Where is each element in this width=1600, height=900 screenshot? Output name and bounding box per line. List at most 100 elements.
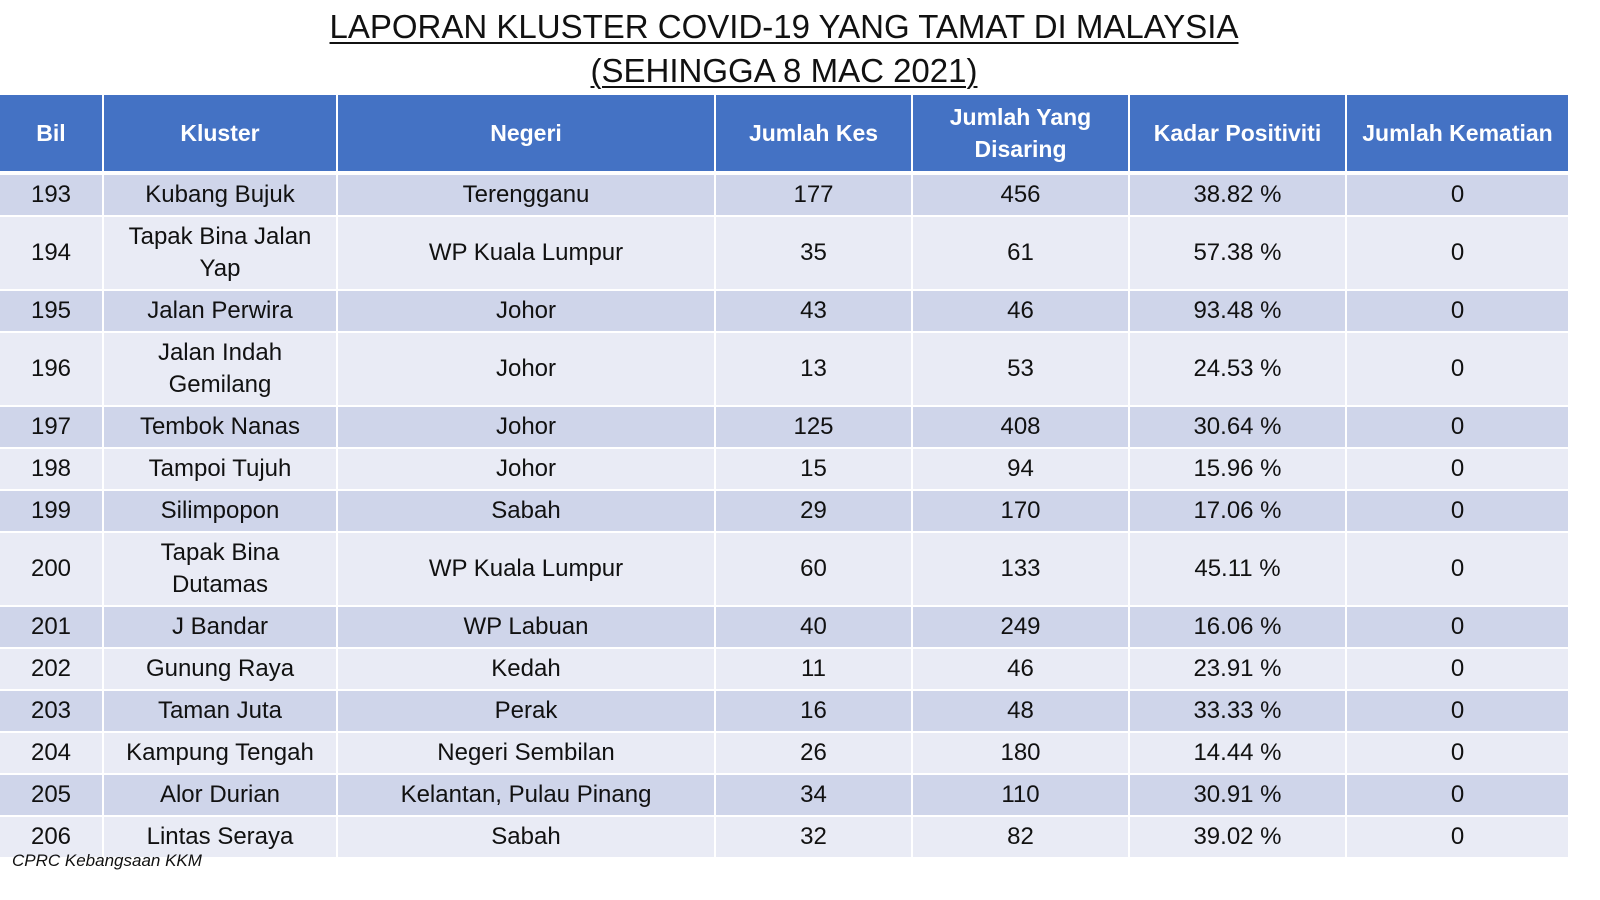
cell-bil: 193 [0,173,104,217]
cell-positiviti: 93.48 % [1129,290,1347,333]
table-row: 203 Taman Juta Perak 16 48 33.33 % 0 [0,690,1568,733]
page-title: LAPORAN KLUSTER COVID-19 YANG TAMAT DI M… [329,8,1239,45]
cell-positiviti: 39.02 % [1129,816,1347,859]
cell-kluster: Tampoi Tujuh [103,448,338,491]
cell-kematian: 0 [1346,448,1568,491]
header-negeri: Negeri [337,95,716,175]
cell-positiviti: 33.33 % [1129,690,1347,733]
cell-negeri: Sabah [337,816,716,859]
cell-disaring: 408 [912,406,1130,449]
cell-kematian: 0 [1346,290,1568,333]
table-row: 198 Tampoi Tujuh Johor 15 94 15.96 % 0 [0,448,1568,491]
cell-kematian: 0 [1346,606,1568,649]
cell-bil: 197 [0,406,104,449]
cell-disaring: 110 [912,774,1130,817]
cell-negeri: Kedah [337,648,716,691]
cell-kluster: Tapak Bina Jalan Yap [103,216,338,291]
cell-kematian: 0 [1346,332,1568,407]
table-row: 199 Silimpopon Sabah 29 170 17.06 % 0 [0,490,1568,533]
cell-kematian: 0 [1346,774,1568,817]
header-jumlah-kematian: Jumlah Kematian [1346,95,1568,175]
cell-negeri: Johor [337,406,716,449]
cell-bil: 195 [0,290,104,333]
cell-kematian: 0 [1346,490,1568,533]
table-row: 206 Lintas Seraya Sabah 32 82 39.02 % 0 [0,816,1568,859]
cell-kematian: 0 [1346,690,1568,733]
cell-disaring: 46 [912,290,1130,333]
cell-kluster: Tapak Bina Dutamas [103,532,338,607]
cell-kes: 11 [715,648,913,691]
cell-kes: 125 [715,406,913,449]
cell-disaring: 61 [912,216,1130,291]
cell-kematian: 0 [1346,732,1568,775]
cell-bil: 202 [0,648,104,691]
cell-disaring: 53 [912,332,1130,407]
header-kadar-positiviti: Kadar Positiviti [1129,95,1347,175]
table-row: 194 Tapak Bina Jalan Yap WP Kuala Lumpur 35… [0,216,1568,291]
cell-kes: 35 [715,216,913,291]
table-row: 193 Kubang Bujuk Terengganu 177 456 38.82 % 0 [0,173,1568,217]
table-row: 197 Tembok Nanas Johor 125 408 30.64 % 0 [0,406,1568,449]
cell-bil: 206 [0,816,104,859]
cell-disaring: 46 [912,648,1130,691]
table-header-row: Bil Kluster Negeri Jumlah Kes Jumlah Yan… [0,95,1568,175]
table-row: 201 J Bandar WP Labuan 40 249 16.06 % 0 [0,606,1568,649]
cell-positiviti: 45.11 % [1129,532,1347,607]
cell-negeri: Johor [337,448,716,491]
cell-disaring: 133 [912,532,1130,607]
cell-kluster: Gunung Raya [103,648,338,691]
cell-negeri: Johor [337,290,716,333]
clusters-table: Bil Kluster Negeri Jumlah Kes Jumlah Yan… [0,95,1568,859]
source-footer: CPRC Kebangsaan KKM [12,851,202,870]
table-row: 200 Tapak Bina Dutamas WP Kuala Lumpur 60 13… [0,532,1568,607]
cell-bil: 203 [0,690,104,733]
header-jumlah-kes: Jumlah Kes [715,95,913,175]
cell-positiviti: 16.06 % [1129,606,1347,649]
cell-kematian: 0 [1346,532,1568,607]
cell-kes: 32 [715,816,913,859]
cell-bil: 198 [0,448,104,491]
cell-kes: 177 [715,173,913,217]
cell-positiviti: 17.06 % [1129,490,1347,533]
cell-kluster: J Bandar [103,606,338,649]
cell-positiviti: 57.38 % [1129,216,1347,291]
cell-kluster: Kubang Bujuk [103,173,338,217]
cell-kes: 15 [715,448,913,491]
header-jumlah-disaring: Jumlah Yang Disaring [912,95,1130,175]
cell-kes: 43 [715,290,913,333]
cell-negeri: Terengganu [337,173,716,217]
cell-negeri: WP Labuan [337,606,716,649]
cell-negeri: Negeri Sembilan [337,732,716,775]
page-subtitle: (SEHINGGA 8 MAC 2021) [590,52,978,89]
cell-kematian: 0 [1346,648,1568,691]
cell-disaring: 456 [912,173,1130,217]
cell-kes: 13 [715,332,913,407]
table-row: 202 Gunung Raya Kedah 11 46 23.91 % 0 [0,648,1568,691]
cell-positiviti: 30.64 % [1129,406,1347,449]
cell-disaring: 170 [912,490,1130,533]
cell-kematian: 0 [1346,816,1568,859]
cell-bil: 204 [0,732,104,775]
cell-bil: 194 [0,216,104,291]
cell-negeri: Sabah [337,490,716,533]
cell-kes: 16 [715,690,913,733]
table-row: 196 Jalan Indah Gemilang Johor 13 53 24.53 % 0 [0,332,1568,407]
cell-positiviti: 15.96 % [1129,448,1347,491]
cell-kes: 40 [715,606,913,649]
header-kluster: Kluster [103,95,338,175]
cell-kematian: 0 [1346,406,1568,449]
cell-negeri: Kelantan, Pulau Pinang [337,774,716,817]
cell-positiviti: 23.91 % [1129,648,1347,691]
cell-disaring: 180 [912,732,1130,775]
cell-disaring: 249 [912,606,1130,649]
header-bil: Bil [0,95,104,175]
cell-negeri: WP Kuala Lumpur [337,216,716,291]
cell-positiviti: 38.82 % [1129,173,1347,217]
cell-kes: 29 [715,490,913,533]
cell-disaring: 94 [912,448,1130,491]
cell-kluster: Kampung Tengah [103,732,338,775]
cell-disaring: 82 [912,816,1130,859]
cell-kluster: Tembok Nanas [103,406,338,449]
cell-kluster: Alor Durian [103,774,338,817]
cell-negeri: WP Kuala Lumpur [337,532,716,607]
